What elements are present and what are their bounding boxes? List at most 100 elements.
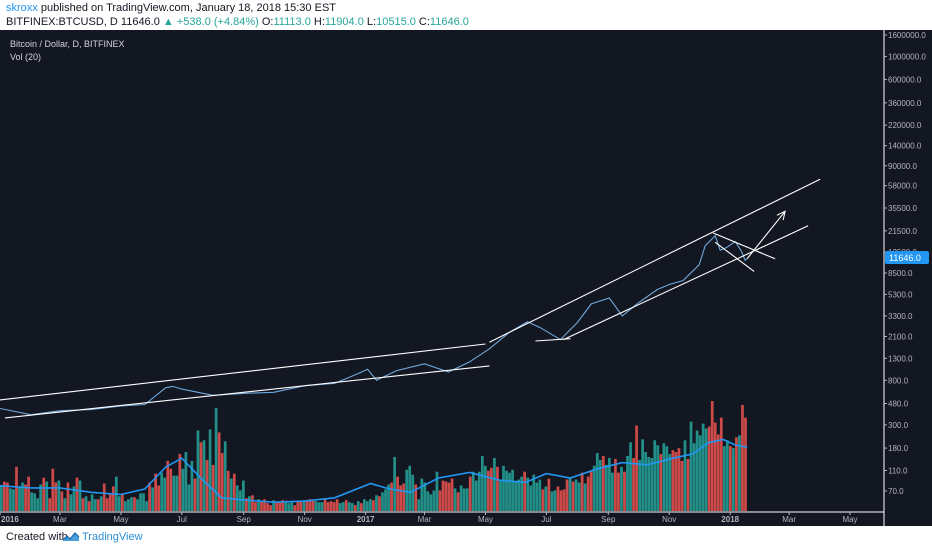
volume-bar — [99, 496, 103, 511]
volume-bar — [722, 446, 726, 511]
price-line — [0, 234, 748, 416]
volume-bar — [3, 481, 6, 511]
tradingview-logo-icon[interactable] — [62, 530, 80, 542]
volume-legend: Vol (20) — [10, 52, 41, 62]
volume-bar — [60, 491, 64, 511]
tradingview-link[interactable]: TradingView — [82, 531, 143, 543]
volume-bar — [320, 502, 324, 511]
volume-bar — [562, 489, 566, 511]
low-label: L: — [366, 16, 377, 28]
volume-bar — [163, 477, 167, 511]
volume-bar — [145, 501, 148, 511]
price-tick-label: 70.0 — [888, 487, 904, 496]
volume-bar — [375, 495, 378, 511]
volume-bar — [444, 481, 448, 511]
volume-bar — [396, 476, 399, 512]
volume-bar — [692, 443, 696, 511]
price-tick-label: 1000000.0 — [888, 52, 926, 61]
volume-bar — [275, 502, 278, 511]
volume-bar — [741, 404, 744, 511]
last-price-tag — [885, 251, 929, 264]
time-tick-label: Mar — [53, 515, 67, 524]
volume-bar — [465, 488, 469, 511]
volume-bar — [362, 499, 366, 511]
volume-bar — [220, 453, 224, 511]
volume-bar — [511, 469, 514, 511]
trendline[interactable] — [0, 343, 486, 401]
volume-bar — [78, 480, 82, 511]
volume-bar — [296, 501, 300, 511]
close-value: 11646.0 — [429, 16, 469, 28]
volume-bar — [72, 486, 76, 511]
time-tick-label: Mar — [418, 515, 432, 524]
volume-bar — [139, 493, 142, 511]
volume-bar — [299, 501, 303, 511]
volume-bar — [441, 480, 445, 511]
volume-bar — [245, 498, 248, 511]
volume-bar — [487, 470, 490, 511]
time-tick-label: Nov — [662, 515, 676, 524]
price-tick-label: 90000.0 — [888, 162, 917, 171]
volume-bar — [565, 479, 569, 511]
trendline[interactable] — [714, 241, 755, 272]
volume-bar — [650, 457, 654, 511]
volume-bar — [314, 501, 318, 511]
volume-bar — [69, 494, 73, 511]
volume-bar — [266, 503, 269, 511]
volume-bar — [187, 484, 191, 511]
time-axis[interactable]: 2016 Mar May Jul Sep Nov 2017 Mar May Jul Sep Nov 20… — [0, 512, 858, 524]
volume-bar — [544, 486, 548, 511]
volume-bar — [411, 474, 415, 511]
volume-bar — [547, 478, 551, 511]
volume-bar — [229, 478, 233, 511]
volume-bar — [414, 484, 418, 511]
volume-bar — [332, 502, 336, 511]
volume-bar — [160, 472, 164, 511]
price-tick-label: 1300.0 — [888, 354, 913, 363]
volume-bar — [142, 493, 145, 511]
volume-bar — [490, 467, 493, 511]
trendline[interactable] — [489, 178, 821, 343]
projection-arrow[interactable] — [746, 210, 786, 259]
trendline[interactable] — [4, 365, 490, 419]
volume-bar — [166, 460, 170, 511]
volume-bar — [732, 448, 735, 511]
volume-bar — [130, 497, 133, 511]
price-axis[interactable]: 1600000.0 1000000.0 600000.0 360000.0 220000… — [884, 31, 926, 496]
author-link[interactable]: skroxx — [6, 2, 38, 14]
volume-bar — [293, 505, 297, 511]
volume-bar — [202, 440, 206, 511]
volume-bar — [329, 501, 333, 511]
volume-ma-line — [0, 438, 748, 504]
volume-bar — [381, 492, 384, 511]
volume-bar — [686, 458, 690, 511]
volume-bar — [716, 434, 720, 511]
volume-bar — [632, 457, 635, 511]
volume-bar — [108, 494, 112, 511]
volume-bar — [571, 481, 575, 511]
volume-bar — [93, 499, 97, 511]
volume-bar — [9, 488, 12, 511]
volume-bar — [577, 482, 581, 511]
volume-bar — [190, 460, 194, 511]
high-label: H: — [313, 16, 325, 28]
time-tick-label: Nov — [298, 515, 312, 524]
trendlines[interactable] — [0, 178, 821, 419]
volume-bar — [462, 488, 466, 511]
chart-canvas[interactable]: 1600000.0 1000000.0 600000.0 360000.0 220000… — [0, 30, 932, 526]
volume-bar — [471, 471, 475, 511]
arrow-head[interactable] — [776, 210, 786, 221]
volume-bar — [656, 445, 660, 511]
volume-bar — [614, 458, 617, 511]
volume-bars — [0, 401, 747, 512]
volume-bar — [483, 465, 487, 511]
volume-bar — [111, 486, 115, 511]
trendline[interactable] — [563, 225, 809, 341]
volume-bar — [66, 482, 70, 511]
price-tick-label: 300.0 — [888, 421, 909, 430]
volume-bar — [193, 478, 197, 511]
trendline[interactable] — [712, 232, 776, 260]
arrow-shaft[interactable] — [746, 210, 786, 259]
volume-bar — [589, 470, 593, 511]
volume-bar — [496, 466, 499, 511]
